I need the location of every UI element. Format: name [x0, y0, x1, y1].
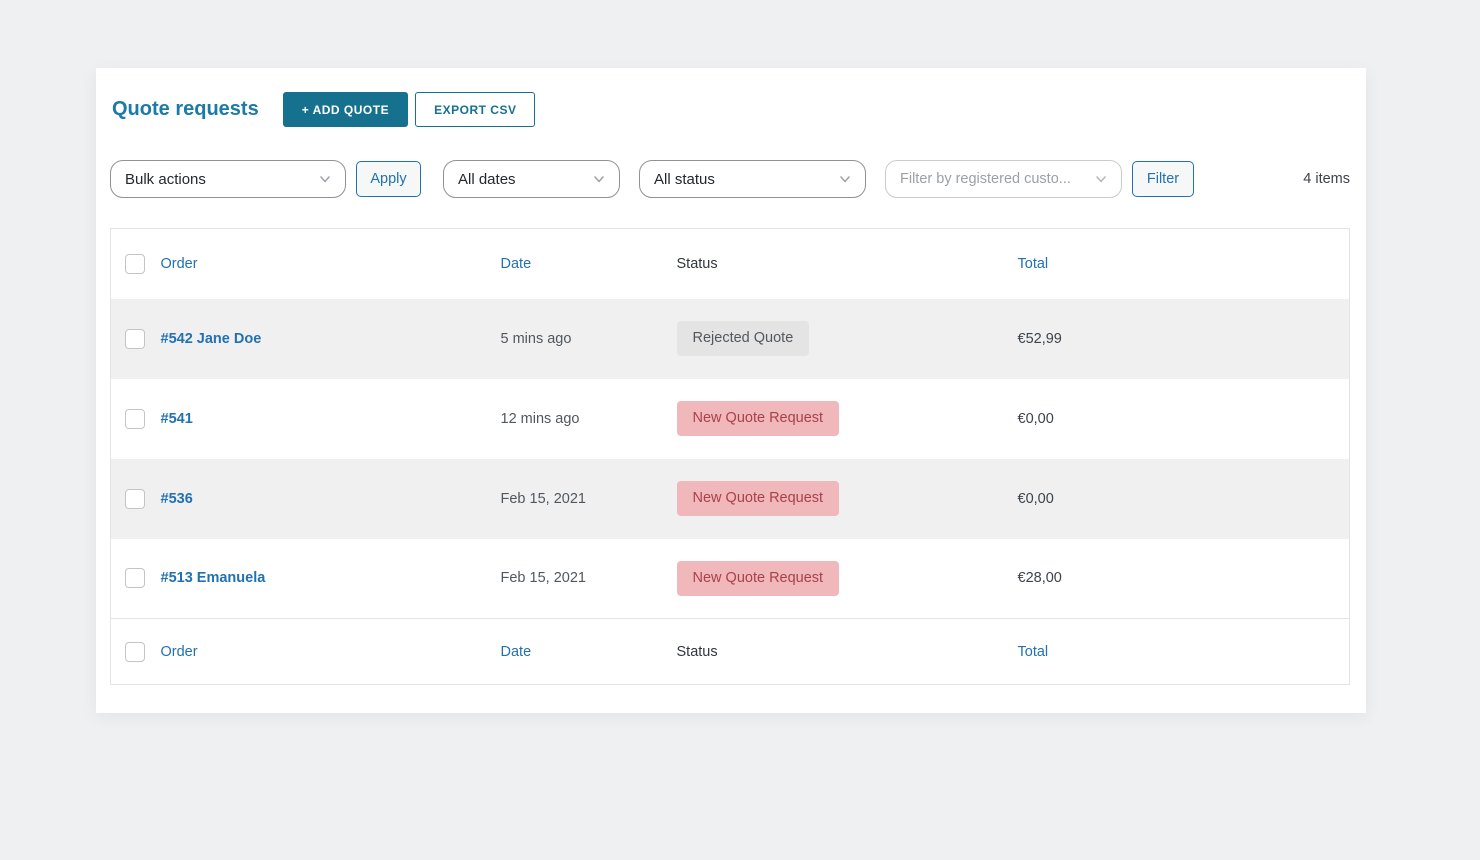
quote-requests-table: Order Date Status Total #542 Jane Doe 5 … [110, 228, 1350, 685]
status-badge: New Quote Request [677, 561, 840, 596]
total-cell: €28,00 [1018, 539, 1350, 619]
order-link[interactable]: #536 [161, 491, 193, 507]
apply-button[interactable]: Apply [356, 161, 421, 197]
order-link[interactable]: #541 [161, 411, 193, 427]
table-footer-row: Order Date Status Total [111, 619, 1350, 685]
total-cell: €0,00 [1018, 459, 1350, 539]
status-badge: Rejected Quote [677, 321, 810, 356]
column-footer-total[interactable]: Total [1018, 644, 1049, 660]
order-link[interactable]: #513 Emanuela [161, 570, 266, 586]
select-all-checkbox[interactable] [125, 642, 145, 662]
table-row: #541 12 mins ago New Quote Request €0,00 [111, 379, 1350, 459]
total-cell: €0,00 [1018, 379, 1350, 459]
all-dates-value: All dates [458, 171, 516, 188]
select-all-checkbox[interactable] [125, 254, 145, 274]
row-checkbox[interactable] [125, 329, 145, 349]
header-bar: Quote requests + ADD QUOTE EXPORT CSV [96, 68, 1366, 127]
table-row: #513 Emanuela Feb 15, 2021 New Quote Req… [111, 539, 1350, 619]
status-badge: New Quote Request [677, 481, 840, 516]
column-footer-status: Status [677, 644, 718, 660]
row-checkbox[interactable] [125, 489, 145, 509]
all-dates-select[interactable]: All dates [443, 160, 620, 198]
table-row: #536 Feb 15, 2021 New Quote Request €0,0… [111, 459, 1350, 539]
items-count: 4 items [1303, 171, 1350, 187]
date-cell: Feb 15, 2021 [501, 459, 677, 539]
column-footer-order[interactable]: Order [161, 644, 198, 660]
bulk-actions-select[interactable]: Bulk actions [110, 160, 346, 198]
export-csv-button[interactable]: EXPORT CSV [415, 92, 535, 127]
table-row: #542 Jane Doe 5 mins ago Rejected Quote … [111, 299, 1350, 379]
filters-row: Bulk actions Apply All dates All status … [96, 160, 1366, 198]
table-header-row: Order Date Status Total [111, 229, 1350, 299]
column-header-order[interactable]: Order [161, 256, 198, 272]
row-checkbox[interactable] [125, 409, 145, 429]
status-badge: New Quote Request [677, 401, 840, 436]
page-title: Quote requests [112, 98, 259, 121]
customer-filter-placeholder: Filter by registered custo... [900, 171, 1071, 187]
all-status-select[interactable]: All status [639, 160, 866, 198]
quote-requests-panel: Quote requests + ADD QUOTE EXPORT CSV Bu… [96, 68, 1366, 713]
column-footer-date[interactable]: Date [501, 644, 532, 660]
customer-filter-select[interactable]: Filter by registered custo... [885, 160, 1122, 198]
chevron-down-icon [1094, 172, 1108, 186]
date-cell: 12 mins ago [501, 379, 677, 459]
total-cell: €52,99 [1018, 299, 1350, 379]
chevron-down-icon [592, 172, 606, 186]
chevron-down-icon [318, 172, 332, 186]
order-link[interactable]: #542 Jane Doe [161, 331, 262, 347]
column-header-total[interactable]: Total [1018, 256, 1049, 272]
chevron-down-icon [838, 172, 852, 186]
all-status-value: All status [654, 171, 715, 188]
bulk-actions-value: Bulk actions [125, 171, 206, 188]
column-header-status: Status [677, 256, 718, 272]
row-checkbox[interactable] [125, 568, 145, 588]
date-cell: Feb 15, 2021 [501, 539, 677, 619]
filter-button[interactable]: Filter [1132, 161, 1194, 197]
column-header-date[interactable]: Date [501, 256, 532, 272]
add-quote-button[interactable]: + ADD QUOTE [283, 92, 408, 127]
date-cell: 5 mins ago [501, 299, 677, 379]
